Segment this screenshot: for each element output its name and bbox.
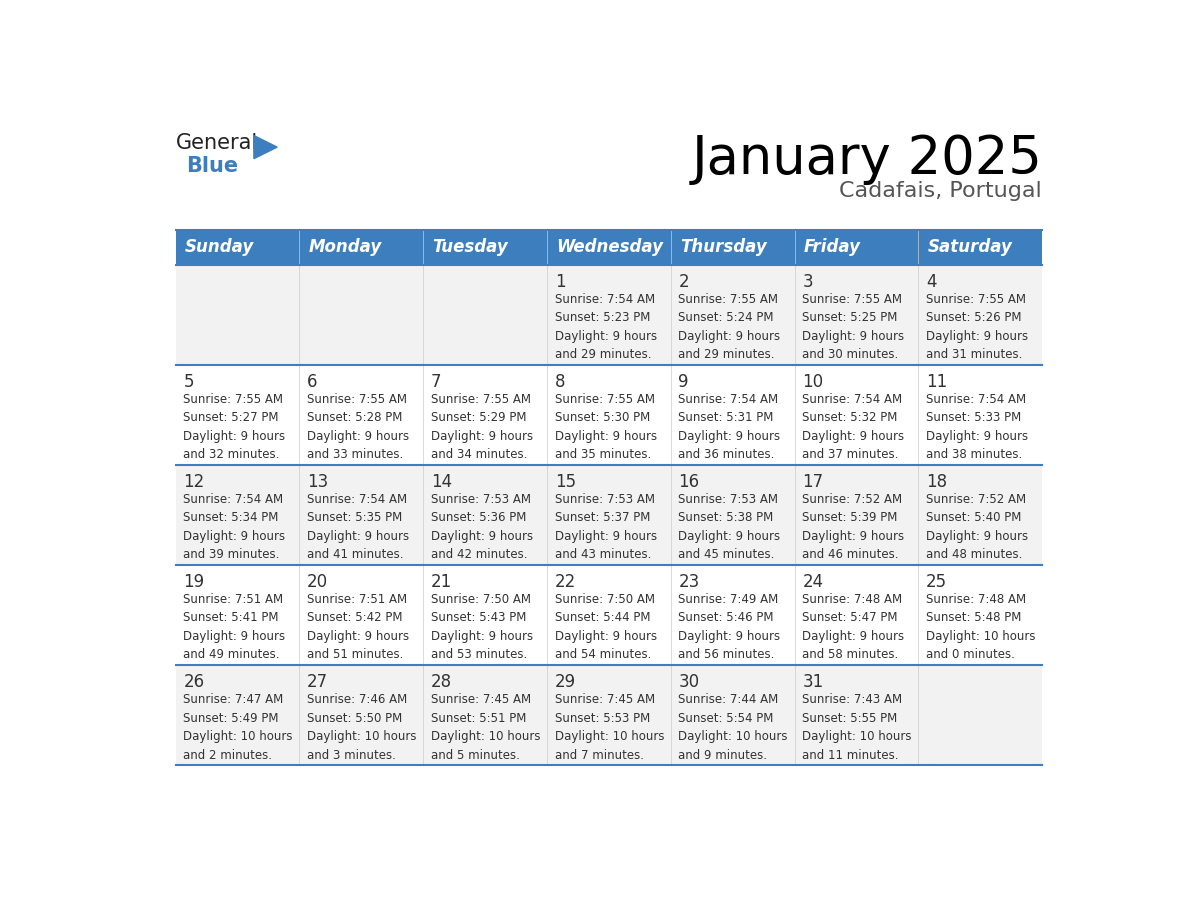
FancyBboxPatch shape [176,230,1042,265]
Text: 11: 11 [927,373,947,391]
Text: 21: 21 [431,573,453,591]
Text: 2: 2 [678,273,689,291]
Text: 18: 18 [927,473,947,491]
Text: Sunrise: 7:55 AM
Sunset: 5:28 PM
Daylight: 9 hours
and 33 minutes.: Sunrise: 7:55 AM Sunset: 5:28 PM Dayligh… [308,393,410,461]
Text: Sunrise: 7:55 AM
Sunset: 5:24 PM
Daylight: 9 hours
and 29 minutes.: Sunrise: 7:55 AM Sunset: 5:24 PM Dayligh… [678,293,781,361]
Text: 6: 6 [308,373,317,391]
Text: Sunrise: 7:52 AM
Sunset: 5:40 PM
Daylight: 9 hours
and 48 minutes.: Sunrise: 7:52 AM Sunset: 5:40 PM Dayligh… [927,493,1028,561]
Text: Sunrise: 7:54 AM
Sunset: 5:31 PM
Daylight: 9 hours
and 36 minutes.: Sunrise: 7:54 AM Sunset: 5:31 PM Dayligh… [678,393,781,461]
Text: Friday: Friday [804,238,861,256]
FancyBboxPatch shape [176,565,1042,666]
FancyBboxPatch shape [176,666,1042,766]
Text: Sunrise: 7:44 AM
Sunset: 5:54 PM
Daylight: 10 hours
and 9 minutes.: Sunrise: 7:44 AM Sunset: 5:54 PM Dayligh… [678,693,788,762]
Text: 27: 27 [308,673,328,691]
Text: 9: 9 [678,373,689,391]
Text: Blue: Blue [185,156,238,176]
Polygon shape [254,136,277,159]
Text: 7: 7 [431,373,442,391]
Text: 24: 24 [802,573,823,591]
Text: Sunrise: 7:54 AM
Sunset: 5:34 PM
Daylight: 9 hours
and 39 minutes.: Sunrise: 7:54 AM Sunset: 5:34 PM Dayligh… [183,493,285,561]
Text: 20: 20 [308,573,328,591]
FancyBboxPatch shape [176,265,1042,365]
Text: Sunrise: 7:52 AM
Sunset: 5:39 PM
Daylight: 9 hours
and 46 minutes.: Sunrise: 7:52 AM Sunset: 5:39 PM Dayligh… [802,493,904,561]
Text: Thursday: Thursday [680,238,766,256]
Text: Sunrise: 7:55 AM
Sunset: 5:25 PM
Daylight: 9 hours
and 30 minutes.: Sunrise: 7:55 AM Sunset: 5:25 PM Dayligh… [802,293,904,361]
Text: 17: 17 [802,473,823,491]
FancyBboxPatch shape [176,365,1042,465]
Text: 12: 12 [183,473,204,491]
Text: 26: 26 [183,673,204,691]
Text: Sunrise: 7:49 AM
Sunset: 5:46 PM
Daylight: 9 hours
and 56 minutes.: Sunrise: 7:49 AM Sunset: 5:46 PM Dayligh… [678,593,781,662]
Text: Sunrise: 7:51 AM
Sunset: 5:42 PM
Daylight: 9 hours
and 51 minutes.: Sunrise: 7:51 AM Sunset: 5:42 PM Dayligh… [308,593,410,662]
FancyBboxPatch shape [176,465,1042,565]
Text: 3: 3 [802,273,813,291]
Text: Sunrise: 7:43 AM
Sunset: 5:55 PM
Daylight: 10 hours
and 11 minutes.: Sunrise: 7:43 AM Sunset: 5:55 PM Dayligh… [802,693,911,762]
Text: Sunrise: 7:54 AM
Sunset: 5:23 PM
Daylight: 9 hours
and 29 minutes.: Sunrise: 7:54 AM Sunset: 5:23 PM Dayligh… [555,293,657,361]
Text: Sunrise: 7:54 AM
Sunset: 5:35 PM
Daylight: 9 hours
and 41 minutes.: Sunrise: 7:54 AM Sunset: 5:35 PM Dayligh… [308,493,410,561]
Text: Sunrise: 7:55 AM
Sunset: 5:27 PM
Daylight: 9 hours
and 32 minutes.: Sunrise: 7:55 AM Sunset: 5:27 PM Dayligh… [183,393,285,461]
Text: 10: 10 [802,373,823,391]
Text: 23: 23 [678,573,700,591]
Text: 13: 13 [308,473,328,491]
Text: Sunrise: 7:55 AM
Sunset: 5:26 PM
Daylight: 9 hours
and 31 minutes.: Sunrise: 7:55 AM Sunset: 5:26 PM Dayligh… [927,293,1028,361]
Text: Sunrise: 7:46 AM
Sunset: 5:50 PM
Daylight: 10 hours
and 3 minutes.: Sunrise: 7:46 AM Sunset: 5:50 PM Dayligh… [308,693,417,762]
Text: 16: 16 [678,473,700,491]
Text: Monday: Monday [309,238,383,256]
Text: Sunrise: 7:54 AM
Sunset: 5:33 PM
Daylight: 9 hours
and 38 minutes.: Sunrise: 7:54 AM Sunset: 5:33 PM Dayligh… [927,393,1028,461]
Text: 22: 22 [555,573,576,591]
Text: Sunrise: 7:50 AM
Sunset: 5:44 PM
Daylight: 9 hours
and 54 minutes.: Sunrise: 7:50 AM Sunset: 5:44 PM Dayligh… [555,593,657,662]
Text: Sunrise: 7:53 AM
Sunset: 5:37 PM
Daylight: 9 hours
and 43 minutes.: Sunrise: 7:53 AM Sunset: 5:37 PM Dayligh… [555,493,657,561]
Text: Cadafais, Portugal: Cadafais, Portugal [840,181,1042,201]
Text: Sunrise: 7:50 AM
Sunset: 5:43 PM
Daylight: 9 hours
and 53 minutes.: Sunrise: 7:50 AM Sunset: 5:43 PM Dayligh… [431,593,533,662]
Text: 30: 30 [678,673,700,691]
Text: Sunrise: 7:55 AM
Sunset: 5:29 PM
Daylight: 9 hours
and 34 minutes.: Sunrise: 7:55 AM Sunset: 5:29 PM Dayligh… [431,393,533,461]
Text: 25: 25 [927,573,947,591]
Text: Tuesday: Tuesday [432,238,508,256]
Text: Sunrise: 7:45 AM
Sunset: 5:53 PM
Daylight: 10 hours
and 7 minutes.: Sunrise: 7:45 AM Sunset: 5:53 PM Dayligh… [555,693,664,762]
Text: Saturday: Saturday [928,238,1012,256]
Text: 14: 14 [431,473,453,491]
Text: 19: 19 [183,573,204,591]
Text: 8: 8 [555,373,565,391]
Text: 31: 31 [802,673,823,691]
Text: 4: 4 [927,273,936,291]
Text: Sunrise: 7:53 AM
Sunset: 5:36 PM
Daylight: 9 hours
and 42 minutes.: Sunrise: 7:53 AM Sunset: 5:36 PM Dayligh… [431,493,533,561]
Text: 1: 1 [555,273,565,291]
Text: General: General [176,133,258,153]
Text: January 2025: January 2025 [691,133,1042,185]
Text: Sunrise: 7:55 AM
Sunset: 5:30 PM
Daylight: 9 hours
and 35 minutes.: Sunrise: 7:55 AM Sunset: 5:30 PM Dayligh… [555,393,657,461]
Text: Sunrise: 7:51 AM
Sunset: 5:41 PM
Daylight: 9 hours
and 49 minutes.: Sunrise: 7:51 AM Sunset: 5:41 PM Dayligh… [183,593,285,662]
Text: 15: 15 [555,473,576,491]
Text: Sunrise: 7:45 AM
Sunset: 5:51 PM
Daylight: 10 hours
and 5 minutes.: Sunrise: 7:45 AM Sunset: 5:51 PM Dayligh… [431,693,541,762]
Text: Sunday: Sunday [185,238,254,256]
Text: Sunrise: 7:54 AM
Sunset: 5:32 PM
Daylight: 9 hours
and 37 minutes.: Sunrise: 7:54 AM Sunset: 5:32 PM Dayligh… [802,393,904,461]
Text: Sunrise: 7:53 AM
Sunset: 5:38 PM
Daylight: 9 hours
and 45 minutes.: Sunrise: 7:53 AM Sunset: 5:38 PM Dayligh… [678,493,781,561]
Text: Wednesday: Wednesday [556,238,663,256]
Text: 29: 29 [555,673,576,691]
Text: Sunrise: 7:48 AM
Sunset: 5:47 PM
Daylight: 9 hours
and 58 minutes.: Sunrise: 7:48 AM Sunset: 5:47 PM Dayligh… [802,593,904,662]
Text: 5: 5 [183,373,194,391]
Text: 28: 28 [431,673,453,691]
Text: Sunrise: 7:47 AM
Sunset: 5:49 PM
Daylight: 10 hours
and 2 minutes.: Sunrise: 7:47 AM Sunset: 5:49 PM Dayligh… [183,693,293,762]
Text: Sunrise: 7:48 AM
Sunset: 5:48 PM
Daylight: 10 hours
and 0 minutes.: Sunrise: 7:48 AM Sunset: 5:48 PM Dayligh… [927,593,1036,662]
